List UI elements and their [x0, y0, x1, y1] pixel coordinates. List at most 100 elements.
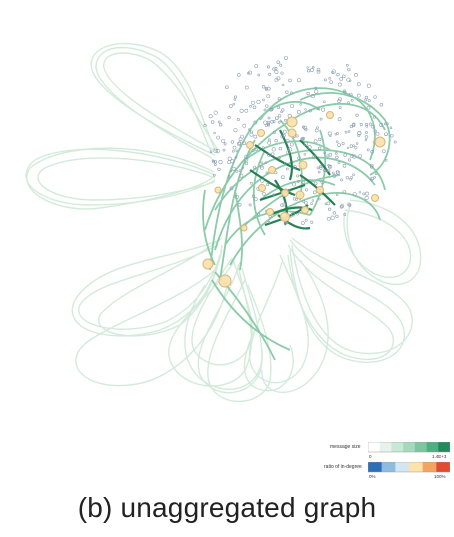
hub-node: [298, 160, 308, 170]
vertex-dot: [299, 103, 302, 106]
vertex-dot: [213, 148, 218, 153]
legend-swatch: [379, 442, 392, 452]
vertex-dot: [210, 120, 215, 124]
vertex-dot: [336, 132, 339, 135]
vertex-dot: [248, 203, 252, 207]
vertex-dot: [267, 138, 271, 142]
legend-swatch: [426, 442, 439, 452]
vertex-dot: [303, 125, 308, 130]
hub-node: [316, 186, 324, 194]
legend-swatch: [414, 442, 427, 452]
vertex-dot: [235, 170, 239, 173]
vertex-dot: [284, 162, 287, 165]
vertex-dot: [296, 110, 301, 114]
vertex-dot: [244, 85, 249, 90]
vertex-dot: [266, 94, 271, 99]
vertex-dot: [337, 143, 341, 147]
vertex-dot: [370, 163, 374, 168]
vertex-dot: [330, 215, 335, 220]
vertex-dot: [359, 123, 363, 127]
vertex-dot: [277, 156, 281, 160]
vertex-dot: [265, 171, 269, 175]
vertex-dot: [267, 153, 271, 157]
graph-visualization: [25, 42, 422, 402]
hub-node: [266, 208, 274, 216]
vertex-dot: [328, 165, 332, 168]
hub-node: [257, 129, 265, 137]
vertex-dot: [323, 100, 326, 104]
vertex-dot: [289, 142, 294, 147]
vertex-dot: [311, 199, 315, 202]
vertex-dot: [306, 69, 311, 73]
vertex-dot: [263, 108, 267, 112]
vertex-dot: [238, 169, 242, 173]
hub-node: [326, 111, 334, 119]
vertex-dot: [297, 156, 301, 160]
vertex-dot: [312, 190, 317, 195]
vertex-dot: [249, 104, 252, 108]
vertex-dot: [239, 173, 244, 178]
vertex-dot: [354, 146, 358, 150]
vertex-dot: [266, 120, 271, 125]
vertex-dot: [292, 164, 297, 169]
vertex-dot: [272, 130, 276, 134]
vertex-dot: [296, 174, 300, 178]
vertex-dot: [352, 122, 356, 127]
legend-size-colorbar: [368, 442, 450, 453]
vertex-dot: [244, 154, 249, 159]
hub-nodes-group: [202, 111, 386, 288]
vertex-dot: [347, 158, 351, 162]
vertex-dot: [328, 152, 333, 157]
vertex-dot: [288, 147, 293, 152]
vertex-dot: [209, 150, 213, 154]
vertex-dot: [304, 201, 308, 205]
legend-swatch: [422, 462, 437, 472]
vertex-dot: [264, 86, 268, 90]
vertex-dot: [239, 108, 244, 113]
hub-node: [374, 136, 386, 148]
hub-node: [287, 128, 297, 138]
vertex-dot: [234, 156, 238, 159]
vertex-dot: [355, 113, 359, 117]
vertex-dot: [208, 114, 213, 119]
vertex-dot: [347, 130, 351, 133]
vertex-dot: [260, 165, 263, 168]
vertex-dot: [230, 140, 235, 144]
vertex-dot: [339, 77, 344, 81]
vertex-dot: [367, 99, 371, 102]
vertex-dot: [217, 167, 221, 171]
vertex-dot: [355, 142, 359, 145]
vertex-dot: [277, 121, 281, 124]
vertex-dot: [373, 129, 377, 133]
vertex-dot: [268, 72, 272, 76]
vertex-dot: [267, 140, 272, 145]
vertex-dot: [384, 132, 388, 137]
vertex-dot: [271, 147, 276, 152]
vertex-dot: [256, 212, 260, 216]
vertex-dot: [270, 152, 275, 156]
vertex-dot: [314, 128, 319, 133]
vertex-dot: [389, 126, 393, 130]
vertex-dot: [213, 160, 218, 164]
vertex-dot: [267, 220, 271, 224]
vertex-dot: [379, 122, 384, 127]
vertex-dot: [250, 130, 254, 134]
vertex-dot: [267, 116, 271, 120]
vertex-dot: [315, 126, 319, 130]
vertex-dot: [227, 116, 231, 120]
vertex-dot: [232, 102, 236, 106]
vertex-dot: [348, 79, 352, 83]
vertex-dot: [307, 145, 312, 150]
vertex-dot: [242, 123, 247, 128]
vertex-dot: [247, 71, 250, 75]
vertex-dot: [319, 164, 323, 169]
vertex-dot: [303, 141, 309, 147]
vertex-dot: [281, 83, 285, 87]
vertex-dot: [244, 161, 249, 165]
vertex-dot: [231, 166, 236, 171]
vertex-dot: [295, 134, 299, 138]
vertex-dot: [272, 67, 276, 71]
vertex-dot: [234, 194, 239, 200]
legend-swatch: [368, 442, 381, 452]
vertex-dot: [251, 194, 256, 198]
